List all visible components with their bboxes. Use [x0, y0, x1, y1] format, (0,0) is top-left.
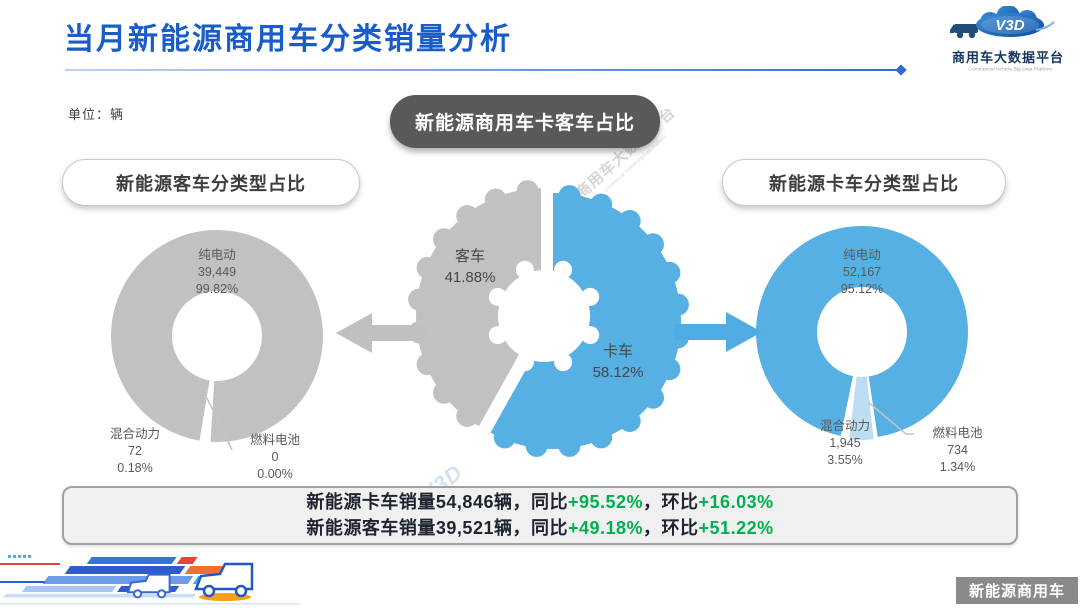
unit-label: 单位：辆	[68, 107, 125, 122]
truck-yoy-value: +95.52%	[567, 491, 644, 512]
truck-prefix: 新能源卡车销量	[306, 491, 436, 512]
cloud-truck-logo-icon: V3D	[950, 5, 1055, 39]
left-chart-pill: 新能源客车分类型占比	[62, 159, 360, 206]
truck-unit: 辆	[493, 491, 513, 512]
sep: ，	[512, 491, 531, 512]
right-chart-pill: 新能源卡车分类型占比	[722, 159, 1006, 206]
speeding-trucks-decoration	[0, 555, 300, 605]
gear-pie-chart	[408, 168, 689, 457]
truck-label-fuelcell: 燃料电池 734 1.34%	[932, 426, 983, 474]
bus-volume: 39,521	[435, 517, 494, 538]
sep: ，	[643, 517, 662, 538]
bus-unit: 辆	[493, 517, 513, 538]
bus-mom-value: +51.22%	[698, 517, 774, 538]
gear-label-truck: 卡车 58.12%	[592, 343, 644, 381]
bus-yoy-value: +49.18%	[567, 517, 644, 538]
brand-logo: V3D 商用车大数据平台 Commercial Vehicle Big Data…	[944, 5, 1072, 75]
sep: ，	[643, 491, 662, 512]
bus-prefix: 新能源客车销量	[306, 517, 436, 538]
arrow-right-icon	[674, 312, 762, 352]
bus-label-hybrid: 混合动力 72 0.18%	[109, 427, 160, 475]
title-divider	[65, 69, 898, 71]
center-chart-pill: 新能源商用车卡客车占比	[390, 95, 660, 148]
sep: ，	[512, 517, 531, 538]
brand-name: 商用车大数据平台	[951, 50, 1064, 65]
page-title: 当月新能源商用车分类销量分析	[64, 23, 512, 56]
summary-box: 新能源卡车销量54,846辆，同比+95.52%，环比+16.03% 新能源客车…	[62, 486, 1018, 545]
bus-label-fuelcell: 燃料电池 0 0.00%	[249, 433, 300, 481]
svg-text:V3D: V3D	[995, 17, 1024, 34]
truck-volume: 54,846	[435, 491, 494, 512]
footer-badge: 新能源商用车	[956, 577, 1078, 604]
truck-donut-chart	[756, 226, 968, 440]
divider-diamond-icon	[895, 64, 907, 76]
truck-label-bev: 纯电动 52,167 95.12%	[840, 248, 884, 296]
summary-line-truck: 新能源卡车销量54,846辆，同比+95.52%，环比+16.03%	[306, 490, 773, 516]
bus-mom-label: 环比	[661, 517, 699, 538]
truck-mom-value: +16.03%	[698, 491, 774, 512]
truck-label-hybrid: 混合动力 1,945 3.55%	[819, 419, 870, 467]
bus-label-bev: 纯电动 39,449 99.82%	[195, 248, 239, 296]
arrow-left-icon	[336, 313, 428, 353]
bus-donut-chart	[111, 230, 323, 451]
bus-yoy-label: 同比	[530, 517, 568, 538]
brand-caption: Commercial Vehicle Big Data Platform	[968, 66, 1053, 72]
gear-label-bus: 客车 41.88%	[444, 248, 496, 286]
truck-mom-label: 环比	[661, 491, 699, 512]
truck-yoy-label: 同比	[530, 491, 568, 512]
summary-line-bus: 新能源客车销量39,521辆，同比+49.18%，环比+51.22%	[306, 516, 773, 542]
